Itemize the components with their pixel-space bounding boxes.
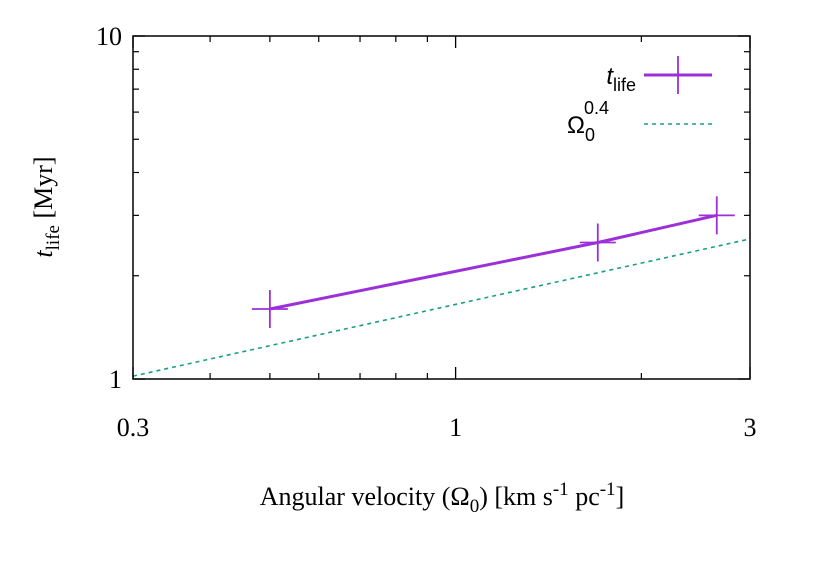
- y-axis-label-post: [Myr]: [29, 156, 58, 225]
- x-axis-label: Angular velocity (Ω0) [km s-1 pc-1]: [260, 479, 624, 517]
- legend-omega-main: Ω: [567, 112, 585, 139]
- legend-label-omega: Ω0 0.4: [567, 98, 609, 145]
- x-tick-label: 3: [744, 413, 757, 442]
- series-tlife-line: [269, 213, 718, 311]
- y-axis-label-sub: life: [43, 225, 64, 250]
- series-omega-line: [132, 238, 751, 377]
- y-tick-label: 1: [109, 365, 122, 394]
- x-axis-label-post: ]: [616, 482, 625, 511]
- y-axis-label-main: t: [29, 250, 58, 258]
- legend: tlife Ω0 0.4: [567, 56, 712, 145]
- x-tick-label: 1: [449, 413, 462, 442]
- legend-tlife-main: t: [606, 63, 614, 90]
- x-axis-label-sup1: -1: [553, 479, 569, 500]
- x-axis-label-pre: Angular velocity (Ω: [260, 482, 470, 511]
- x-axis-label-sup2: -1: [600, 479, 616, 500]
- legend-omega-sup: 0.4: [584, 98, 609, 118]
- axis-ticks: [132, 35, 751, 380]
- x-axis-label-mid1: ) [km s: [479, 482, 553, 511]
- legend-label-tlife: tlife: [606, 63, 636, 95]
- x-tick-label: 0.3: [117, 413, 150, 442]
- x-axis-label-mid2: pc: [569, 482, 600, 511]
- plot-frame: [132, 35, 751, 380]
- tick-labels: 0.3 1 3 1 10: [96, 22, 757, 442]
- legend-omega-sub: 0: [585, 125, 595, 145]
- legend-tlife-sub: life: [613, 75, 636, 95]
- y-axis-label: tlife [Myr]: [29, 156, 64, 257]
- x-axis-label-sub: 0: [470, 496, 480, 517]
- y-tick-label: 10: [96, 22, 122, 51]
- series-layer: [132, 196, 751, 377]
